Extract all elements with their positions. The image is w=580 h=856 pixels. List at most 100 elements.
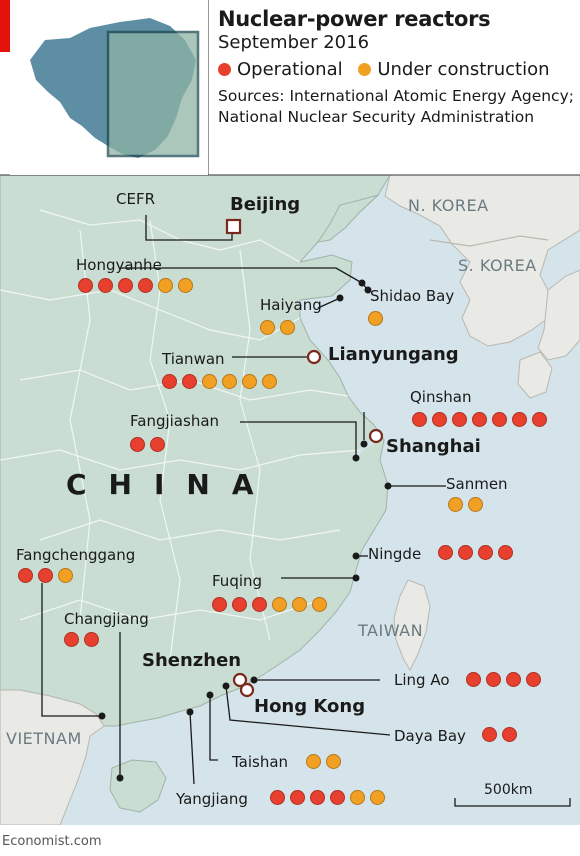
marker-qinshan — [360, 440, 368, 448]
operational-reactor-dot — [512, 412, 527, 427]
marker-taishan — [206, 691, 214, 699]
dots-taishan — [306, 754, 346, 770]
legend: Operational Under construction — [218, 58, 578, 82]
operational-reactor-dot — [18, 568, 33, 583]
operational-reactor-dot — [98, 278, 113, 293]
marker-haiyang — [336, 294, 344, 302]
operational-reactor-dot — [452, 412, 467, 427]
dots-hongyanhe — [78, 278, 198, 294]
label-cefr: CEFR — [116, 190, 156, 208]
operational-reactor-dot — [482, 727, 497, 742]
label-qinshan: Qinshan — [410, 388, 472, 406]
operational-reactor-dot — [532, 412, 547, 427]
label-lianyungang: Lianyungang — [328, 344, 459, 365]
marker-shidao — [364, 286, 372, 294]
label-sanmen: Sanmen — [446, 475, 508, 493]
leader-haiyang — [317, 297, 341, 309]
taiwan-land — [393, 579, 431, 672]
construction-reactor-dot — [272, 597, 287, 612]
scale-label: 500km — [484, 782, 533, 798]
construction-reactor-dot — [312, 597, 327, 612]
operational-reactor-dot — [232, 597, 247, 612]
construction-reactor-dot — [468, 497, 483, 512]
legend-construction-label: Under construction — [377, 59, 550, 80]
dots-haiyang — [260, 320, 300, 336]
dots-fangchenggang — [18, 568, 78, 584]
construction-reactor-dot — [326, 754, 341, 769]
label-vietnam: VIETNAM — [6, 729, 82, 748]
scale-bar — [454, 798, 571, 807]
label-shanghai: Shanghai — [386, 436, 481, 457]
marker-hongyanhe — [358, 279, 366, 287]
lianyungang-marker — [306, 349, 322, 365]
korea-border — [429, 235, 549, 247]
operational-reactor-dot — [466, 672, 481, 687]
label-hong-kong: Hong Kong — [254, 696, 366, 717]
construction-reactor-dot — [58, 568, 73, 583]
leader-taishan — [209, 695, 218, 761]
operational-reactor-dot — [472, 412, 487, 427]
construction-swatch — [358, 63, 372, 76]
dots-changjiang — [64, 632, 104, 648]
label-beijing: Beijing — [230, 194, 301, 215]
construction-reactor-dot — [292, 597, 307, 612]
operational-reactor-dot — [150, 437, 165, 452]
operational-reactor-dot — [486, 672, 501, 687]
label-n-korea: N. KOREA — [408, 196, 489, 215]
operational-reactor-dot — [118, 278, 133, 293]
china-land — [0, 174, 391, 727]
dots-daya-bay — [482, 727, 522, 743]
operational-reactor-dot — [458, 545, 473, 560]
construction-reactor-dot — [260, 320, 275, 335]
operational-reactor-dot — [84, 632, 99, 647]
plant-markers — [98, 279, 392, 782]
construction-reactor-dot — [222, 374, 237, 389]
label-ling-ao: Ling Ao — [394, 671, 450, 689]
operational-reactor-dot — [492, 412, 507, 427]
construction-reactor-dot — [202, 374, 217, 389]
dots-fangjiashan — [130, 437, 170, 453]
dots-qinshan — [412, 412, 552, 428]
credit: Economist.com — [2, 834, 102, 849]
legend-construction: Under construction — [358, 59, 550, 80]
label-ningde: Ningde — [368, 545, 422, 563]
japan-land — [537, 269, 580, 361]
leader-dayabay — [225, 685, 391, 736]
operational-reactor-dot — [478, 545, 493, 560]
shanghai-marker — [368, 428, 384, 444]
label-china: CHINA — [66, 468, 276, 501]
leader-lines — [41, 215, 446, 785]
shenzhen-marker — [232, 672, 248, 688]
dots-yangjiang — [270, 790, 390, 806]
construction-reactor-dot — [158, 278, 173, 293]
dots-shidao-bay — [368, 311, 388, 327]
operational-reactor-dot — [78, 278, 93, 293]
marker-ningde — [352, 552, 360, 560]
legend-header: Nuclear-power reactors September 2016 Op… — [218, 6, 578, 128]
operational-reactor-dot — [270, 790, 285, 805]
leader-yangjiang — [189, 711, 195, 785]
marker-sanmen — [384, 482, 392, 490]
operational-reactor-dot — [432, 412, 447, 427]
construction-reactor-dot — [306, 754, 321, 769]
construction-reactor-dot — [262, 374, 277, 389]
label-daya-bay: Daya Bay — [394, 727, 466, 745]
sources-note: Sources: International Atomic Energy Age… — [218, 87, 574, 126]
construction-reactor-dot — [448, 497, 463, 512]
hainan-land — [109, 759, 167, 813]
operational-reactor-dot — [138, 278, 153, 293]
kyushu-land — [517, 351, 553, 399]
operational-reactor-dot — [130, 437, 145, 452]
marker-fuqing — [352, 574, 360, 582]
construction-reactor-dot — [242, 374, 257, 389]
operational-reactor-dot — [438, 545, 453, 560]
marker-dayabay — [222, 682, 230, 690]
operational-reactor-dot — [212, 597, 227, 612]
label-tianwan: Tianwan — [162, 350, 225, 368]
hong-kong-marker — [239, 682, 255, 698]
construction-reactor-dot — [368, 311, 383, 326]
operational-reactor-dot — [506, 672, 521, 687]
label-shenzhen: Shenzhen — [142, 650, 242, 671]
construction-reactor-dot — [178, 278, 193, 293]
